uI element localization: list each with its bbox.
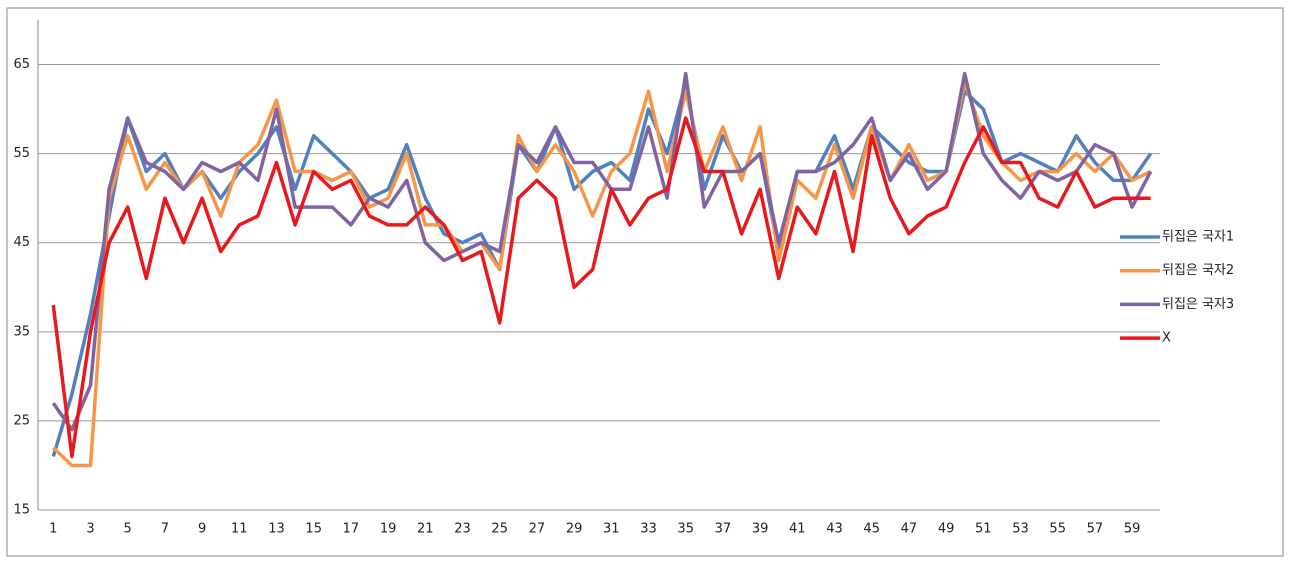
x-tick-label: 45 [863, 522, 880, 537]
y-tick-label: 25 [13, 413, 30, 428]
x-tick-label: 7 [161, 522, 169, 537]
x-tick-label: 35 [677, 522, 694, 537]
x-tick-label: 39 [752, 522, 769, 537]
y-tick-label: 15 [13, 503, 30, 518]
x-tick-label: 33 [640, 522, 657, 537]
x-tick-label: 17 [343, 522, 360, 537]
x-tick-label: 31 [603, 522, 620, 537]
x-tick-label: 3 [86, 522, 94, 537]
x-tick-label: 43 [826, 522, 843, 537]
x-tick-label: 27 [529, 522, 546, 537]
x-tick-label: 19 [380, 522, 397, 537]
y-tick-label: 45 [13, 235, 30, 250]
x-tick-label: 41 [789, 522, 806, 537]
x-tick-label: 51 [975, 522, 992, 537]
series-line [51, 71, 1153, 432]
x-tick-label: 1 [49, 522, 57, 537]
x-tick-label: 25 [491, 522, 508, 537]
y-tick-label: 35 [13, 324, 30, 339]
y-tick-label: 65 [13, 57, 30, 72]
legend-label: X [1162, 331, 1171, 346]
x-tick-label: 47 [901, 522, 918, 537]
x-tick-label: 23 [454, 522, 471, 537]
x-tick-label: 21 [417, 522, 434, 537]
y-tick-label: 55 [13, 146, 30, 161]
legend-label: 뒤집은 국자2 [1162, 263, 1234, 278]
legend-label: 뒤집은 국자3 [1162, 297, 1234, 312]
x-tick-label: 29 [566, 522, 583, 537]
x-tick-label: 11 [231, 522, 248, 537]
x-tick-label: 13 [268, 522, 285, 537]
x-tick-label: 53 [1012, 522, 1029, 537]
x-tick-label: 55 [1049, 522, 1066, 537]
x-tick-label: 59 [1124, 522, 1141, 537]
x-tick-label: 37 [715, 522, 732, 537]
x-tick-label: 5 [124, 522, 132, 537]
chart-frame [6, 7, 1284, 557]
x-tick-label: 15 [305, 522, 322, 537]
series-line [51, 116, 1151, 459]
legend-label: 뒤집은 국자1 [1162, 230, 1234, 245]
x-tick-label: 57 [1087, 522, 1104, 537]
x-tick-label: 49 [938, 522, 955, 537]
x-tick-label: 9 [198, 522, 206, 537]
